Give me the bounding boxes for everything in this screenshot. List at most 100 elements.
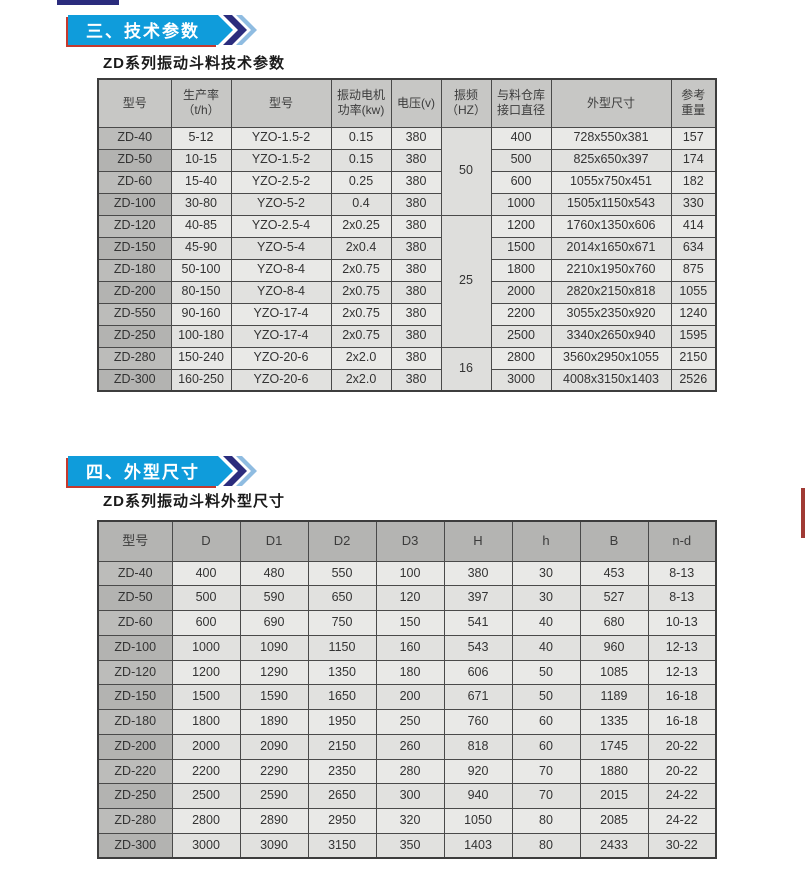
table-cell: 2950: [307, 808, 377, 834]
column-header: h: [511, 520, 581, 562]
table-cell: YZO-17-4: [230, 324, 332, 348]
table-cell: 2526: [670, 368, 717, 392]
table-cell: 2x0.75: [330, 324, 392, 348]
table-cell: ZD-300: [97, 368, 172, 392]
column-header: 外型尺寸: [550, 78, 672, 128]
table-cell: ZD-60: [97, 610, 173, 636]
table-row: ZD-300 3000 3090 3150 350 1403 80 2433 30-22: [97, 832, 717, 859]
table-cell: 150: [375, 610, 445, 636]
table-cell: YZO-5-4: [230, 236, 332, 260]
table-row: ZD-250 2500 2590 2650 300 940 70 2015 24-22: [97, 783, 717, 809]
banner-arrow-tip: [218, 15, 233, 45]
table-cell: 80: [511, 808, 581, 834]
table-cell: ZD-60: [97, 170, 172, 194]
table-cell: YZO-8-4: [230, 280, 332, 304]
table-cell: 160: [375, 634, 445, 661]
table-row: ZD-40 400 480 550 100 380 30 453 8-13: [97, 560, 717, 587]
table-cell: ZD-40: [97, 126, 172, 150]
table-cell: 480: [239, 560, 309, 587]
table-cell: 380: [390, 192, 442, 216]
table-cell: 3055x2350x920: [550, 302, 672, 326]
table-cell: 1505x1150x543: [550, 192, 672, 216]
table-cell: 380: [390, 280, 442, 304]
table-cell: 940: [443, 783, 513, 809]
table-cell: 825x650x397: [550, 148, 672, 172]
table-cell: 550: [307, 560, 377, 587]
table-cell: ZD-150: [97, 236, 172, 260]
table-cell: 160-250: [170, 368, 232, 392]
table-cell: YZO-2.5-4: [230, 214, 332, 238]
banner-background: [68, 15, 218, 45]
chevron-right-icon: [236, 456, 257, 486]
table-cell: 10-13: [647, 610, 717, 636]
table-cell: 1085: [579, 659, 649, 686]
table-cell: 380: [390, 302, 442, 326]
table-cell: 2x2.0: [330, 346, 392, 370]
table-cell: 380: [390, 170, 442, 194]
table-cell: 527: [579, 585, 649, 611]
table-cell: 634: [670, 236, 717, 260]
chevron-right-icon: [236, 15, 257, 45]
table-cell: 0.25: [330, 170, 392, 194]
table-cell: ZD-220: [97, 758, 173, 785]
table-cell: 24-22: [647, 808, 717, 834]
table-cell: 2x0.75: [330, 280, 392, 304]
table-cell: 2x0.75: [330, 302, 392, 326]
table-cell: 380: [390, 236, 442, 260]
table-cell: ZD-50: [97, 148, 172, 172]
table-cell: 1590: [239, 684, 309, 710]
table-cell: 500: [171, 585, 241, 611]
table-cell: 380: [390, 368, 442, 392]
table-row: ZD-120 40-85 YZO-2.5-4 2x0.25 380 25 1200 1760x…: [97, 214, 717, 348]
table-subtitle: ZD系列振动斗料技术参数: [103, 55, 285, 72]
column-header: 型号: [230, 78, 332, 128]
table-cell: 380: [443, 560, 513, 587]
table-cell: 250: [375, 709, 445, 735]
table-cell: 50: [440, 126, 492, 216]
table-cell: 260: [375, 733, 445, 760]
column-header: D2: [307, 520, 377, 562]
table-cell: 70: [511, 758, 581, 785]
column-header: 生产率 （t/h）: [170, 78, 232, 128]
table-cell: 5-12: [170, 126, 232, 150]
table-row: ZD-60 15-40 YZO-2.5-2 0.25 380 600 1055x750x45…: [97, 170, 717, 194]
column-header: D: [171, 520, 241, 562]
table-cell: 397: [443, 585, 513, 611]
table-cell: 1760x1350x606: [550, 214, 672, 238]
table-cell: 920: [443, 758, 513, 785]
table-cell: 1800: [171, 709, 241, 735]
table-row: ZD-550 90-160 YZO-17-4 2x0.75 380 2200 3055x23…: [97, 302, 717, 326]
table-row: ZD-120 1200 1290 1350 180 606 50 1085 12-13: [97, 659, 717, 686]
table-cell: ZD-40: [97, 560, 173, 587]
table-cell: 350: [375, 832, 445, 859]
table-cell: 174: [670, 148, 717, 172]
table-row: ZD-180 50-100 YZO-8-4 2x0.75 380 1800 2210x195…: [97, 258, 717, 282]
table-row: ZD-280 150-240 YZO-20-6 2x2.0 380 16 2800 3560x…: [97, 346, 717, 392]
table-cell: ZD-250: [97, 783, 173, 809]
table-cell: 2650: [307, 783, 377, 809]
table-cell: 414: [670, 214, 717, 238]
banner-arrow-tip: [218, 456, 233, 486]
table-cell: YZO-1.5-2: [230, 126, 332, 150]
table-cell: 500: [490, 148, 552, 172]
table-cell: YZO-17-4: [230, 302, 332, 326]
table-row: ZD-50 10-15 YZO-1.5-2 0.15 380 500 825x650x397…: [97, 148, 717, 172]
table-cell: 2433: [579, 832, 649, 859]
table-cell: 200: [375, 684, 445, 710]
table-cell: 90-160: [170, 302, 232, 326]
table-cell: 24-22: [647, 783, 717, 809]
table-cell: 1290: [239, 659, 309, 686]
table-row: ZD-220 2200 2290 2350 280 920 70 1880 20-22: [97, 758, 717, 785]
table-cell: 30: [511, 560, 581, 587]
table-cell: 600: [171, 610, 241, 636]
table-cell: ZD-550: [97, 302, 172, 326]
table-cell: 16-18: [647, 684, 717, 710]
table-cell: 1240: [670, 302, 717, 326]
table-cell: ZD-100: [97, 634, 173, 661]
table-cell: ZD-150: [97, 684, 173, 710]
header-row: 型号 生产率 （t/h） 型号 振动电机 功率(kw) 电压(v) 振频 （HZ） 与料仓库…: [97, 78, 717, 128]
tech-params-table: 型号 生产率 （t/h） 型号 振动电机 功率(kw) 电压(v) 振频 （HZ） 与料仓库…: [97, 78, 717, 392]
column-header: D1: [239, 520, 309, 562]
table-row: ZD-280 2800 2890 2950 320 1050 80 2085 24-22: [97, 808, 717, 834]
